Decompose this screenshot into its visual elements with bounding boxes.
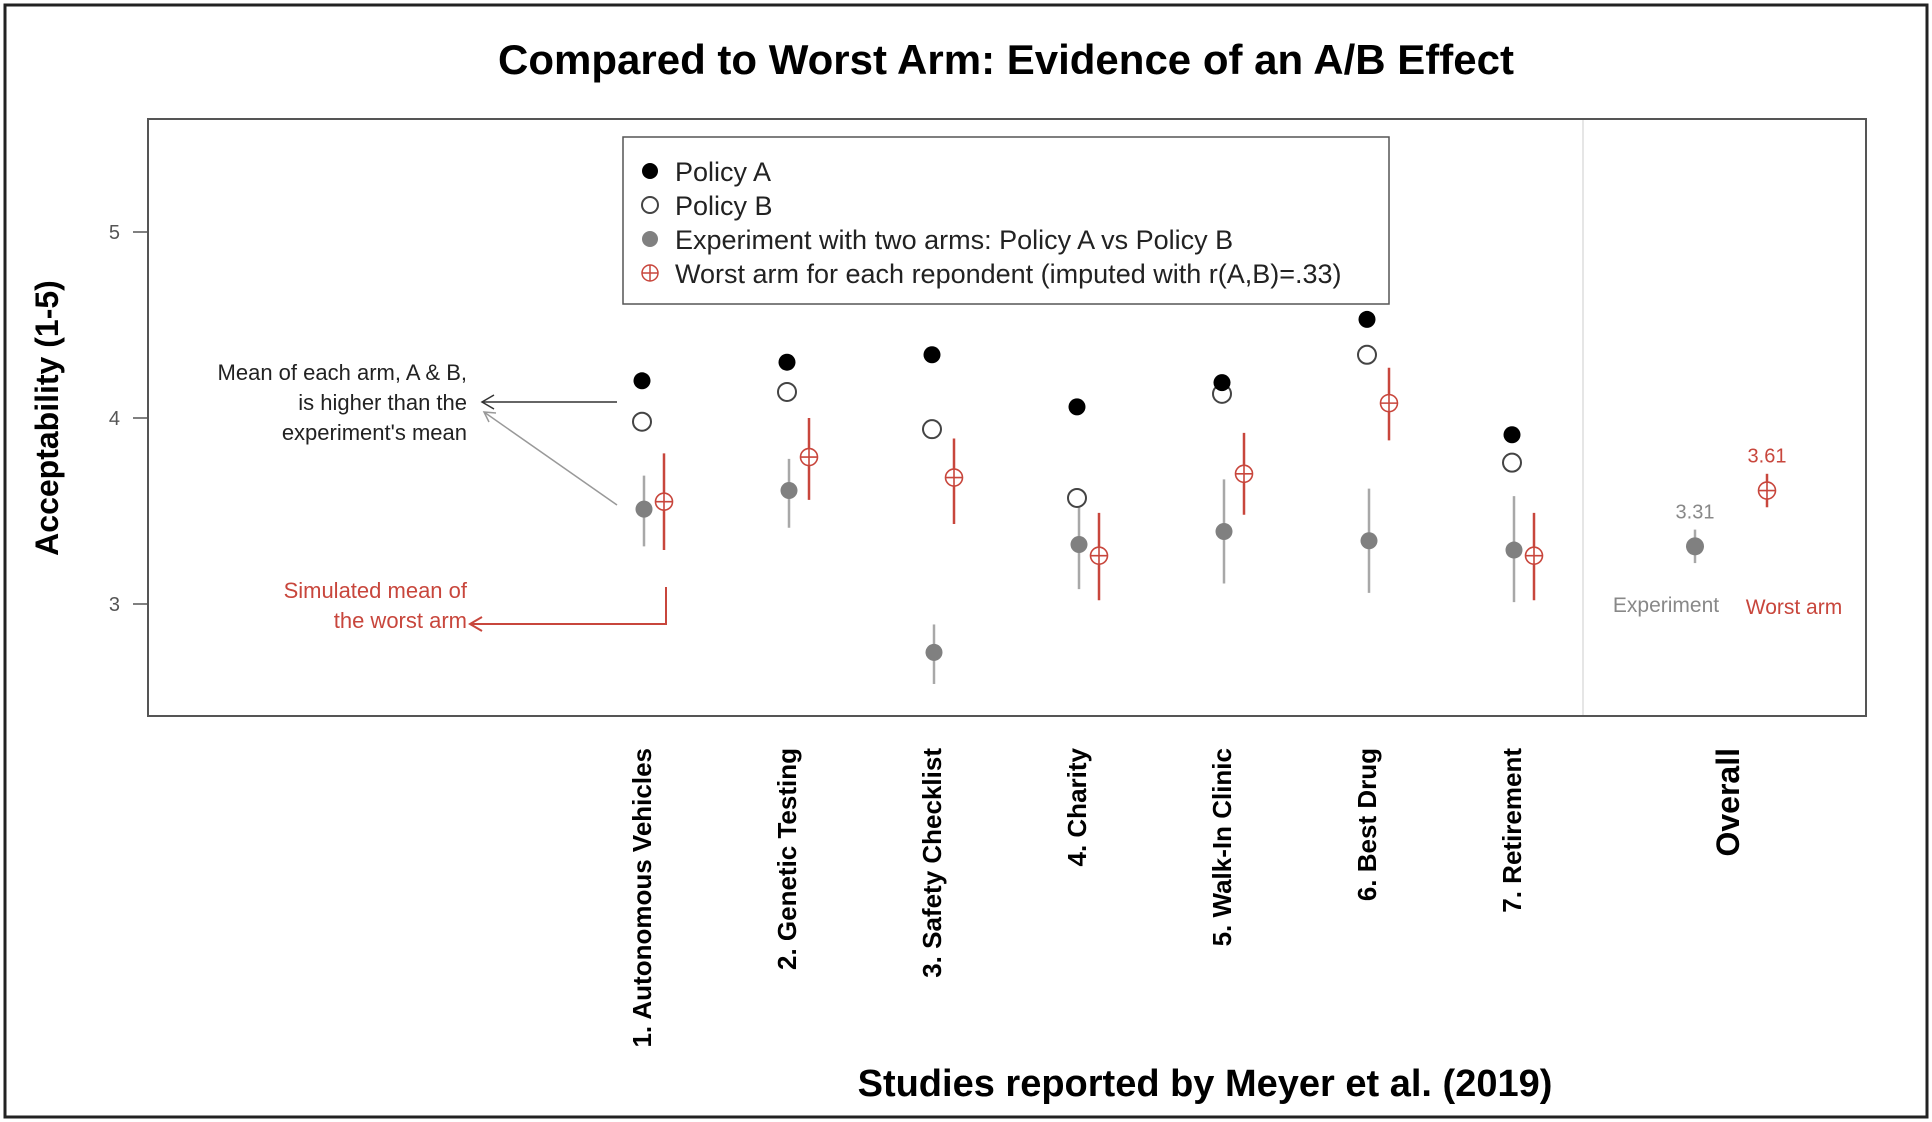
overall-experiment-point [1686,537,1704,556]
x-axis-title: Studies reported by Meyer et al. (2019) [858,1063,1553,1105]
legend-marker-experiment [642,231,658,247]
y-tick-label: 5 [109,222,120,244]
experiment-point [1070,535,1088,553]
x-tick-label: 1. Autonomous Vehicles [627,748,657,1048]
x-tick-label: 7. Retirement [1497,748,1527,913]
x-tick-label: 4. Charity [1062,747,1092,866]
policy-b-point [1357,344,1377,365]
legend-label-policy-b: Policy B [675,191,773,221]
worst-arm-annotation: Simulated mean of the worst arm [284,578,667,633]
annotation-line: is higher than the [298,390,467,415]
overall-worst-arm-label: Worst arm [1746,596,1842,619]
data-marks [632,310,1777,684]
experiment-point [780,482,798,500]
x-tick-label: 6. Best Drug [1352,748,1382,901]
annotation-arrowhead [468,616,483,632]
annotation-line: Mean of each arm, A & B, [218,360,467,385]
y-tick-label: 4 [109,408,120,430]
policy-a-point [778,353,796,371]
policy-b-point [1502,452,1522,473]
x-axis-labels: 1. Autonomous Vehicles 2. Genetic Testing… [627,747,1746,1047]
y-axis-title: Acceptability (1-5) [29,280,65,556]
worst-arm-point [1089,546,1109,565]
experiment-point [925,643,943,661]
experiment-point [1360,532,1378,550]
legend-label-policy-a: Policy A [675,157,771,187]
worst-arm-point [654,492,674,512]
policy-b-point [632,411,652,432]
legend-marker-policy-b [641,196,659,214]
annotation-connector [470,587,667,625]
x-tick-label: 5. Walk-In Clinic [1207,748,1237,946]
figure-border [3,3,1929,1119]
annotation-line: the worst arm [334,608,467,633]
policy-a-point [1068,398,1086,416]
y-tick-label: 3 [109,594,120,616]
policy-a-point [1213,374,1231,392]
policy-a-point [633,372,651,390]
worst-arm-point [1524,546,1544,565]
policy-a-point [923,346,941,364]
annotation-arrowhead [480,394,495,410]
worst-arm-point [1379,393,1399,413]
annotation-arrowhead [482,411,497,423]
legend: Policy A Policy B Experiment with two ar… [622,136,1390,305]
experiment-point [635,500,653,518]
overall-experiment-label: Experiment [1613,594,1719,617]
legend-label-worst-arm: Worst arm for each repondent (imputed wi… [675,259,1342,289]
legend-marker-policy-a [642,163,658,179]
policy-a-point [1503,426,1521,444]
y-axis: 5 4 3 Acceptability (1-5) [29,222,148,616]
policy-b-point [777,381,797,402]
annotation-line: Simulated mean of [284,578,468,603]
legend-label-experiment: Experiment with two arms: Policy A vs Po… [675,225,1233,255]
chart-title: Compared to Worst Arm: Evidence of an A/… [498,36,1514,83]
x-tick-label: 3. Safety Checklist [917,748,947,978]
policy-b-point [1067,487,1087,508]
overall-experiment-value: 3.31 [1676,501,1715,523]
experiment-point [1215,522,1233,540]
x-tick-label-overall: Overall [1710,748,1746,857]
x-tick-label: 2. Genetic Testing [772,748,802,970]
overall-worst-arm-value: 3.61 [1748,446,1787,468]
experiment-point [1505,541,1523,559]
policy-a-point [1358,310,1376,328]
mean-annotation: Mean of each arm, A & B, is higher than … [218,360,618,506]
legend-marker-worst-arm [641,264,659,282]
policy-b-point [922,419,942,440]
legend-box [622,136,1390,305]
annotation-arrow [483,411,618,506]
annotation-line: experiment's mean [282,420,467,445]
worst-arm-point [1234,464,1254,484]
worst-arm-point [799,447,819,467]
overall-worst-arm-point [1757,481,1777,500]
worst-arm-point [944,468,964,487]
